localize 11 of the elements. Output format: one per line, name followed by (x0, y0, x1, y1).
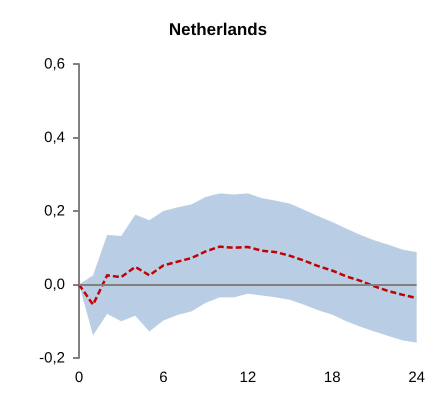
x-tick-label: 24 (408, 369, 425, 386)
y-tick-label: 0,4 (44, 129, 65, 146)
x-tick-label: 18 (324, 369, 341, 386)
y-tick-label: 0,6 (44, 56, 65, 72)
x-tick-label: 0 (74, 369, 84, 386)
y-tick-label: -0,2 (39, 350, 65, 366)
x-tick-label: 6 (159, 369, 168, 386)
y-tick-label: 0,0 (44, 276, 65, 293)
x-tick-label: 12 (239, 369, 256, 386)
chart-title: Netherlands (168, 20, 268, 39)
y-tick-label: 0,2 (44, 202, 65, 220)
